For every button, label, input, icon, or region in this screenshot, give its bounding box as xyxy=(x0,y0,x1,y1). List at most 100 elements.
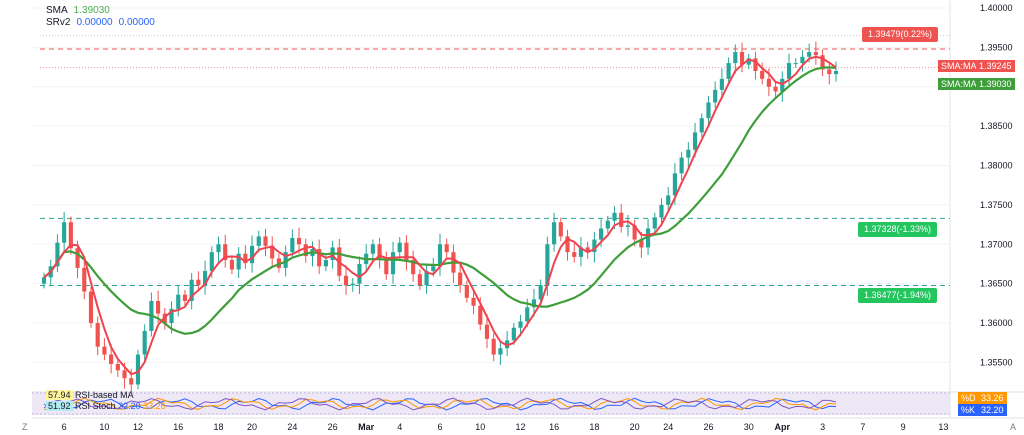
sma-slow-axis-value: 1.39030 xyxy=(976,78,1015,90)
candle-body xyxy=(645,228,651,248)
corner-left-mark[interactable]: Z xyxy=(22,422,28,432)
candle-body xyxy=(270,245,275,259)
y-tick-label: 1.37500 xyxy=(980,200,1013,210)
candle-body xyxy=(444,244,449,253)
candle-body xyxy=(491,338,496,355)
candle-body xyxy=(558,222,563,237)
candle-body xyxy=(62,222,67,243)
indicator-line xyxy=(43,397,837,411)
candle-body xyxy=(833,70,839,75)
candle-body xyxy=(75,248,80,268)
candle-body xyxy=(572,252,577,257)
candle-body xyxy=(713,89,718,103)
candle-body xyxy=(317,248,322,267)
candle-body xyxy=(760,70,765,79)
candle-body xyxy=(223,244,228,261)
candle-body xyxy=(156,300,161,314)
rsi-ma-label: RSI-based MA xyxy=(75,390,134,400)
candle-body xyxy=(827,69,832,75)
candle-body xyxy=(733,52,738,64)
candle-body xyxy=(800,56,805,64)
candle-body xyxy=(813,52,818,56)
candle-body xyxy=(458,272,463,286)
candle-body xyxy=(236,253,241,270)
x-tick-label: 10 xyxy=(99,422,109,432)
corner-right-mark[interactable]: A xyxy=(1010,422,1017,432)
candle-body xyxy=(592,239,597,253)
candle-body xyxy=(538,285,543,300)
candle-body xyxy=(719,78,724,90)
sma-fast-axis-tag: SMA:MA xyxy=(941,61,977,71)
candle-body xyxy=(672,173,677,196)
candle-body xyxy=(216,244,221,253)
candle-body xyxy=(498,348,503,355)
sma-fast-axis-value: 1.39245 xyxy=(976,60,1015,72)
candle-body xyxy=(283,252,288,268)
x-tick-label: 16 xyxy=(549,422,559,432)
candle-body xyxy=(68,222,73,249)
x-tick-label: 18 xyxy=(214,422,224,432)
candle-body xyxy=(95,323,100,347)
level-flag-top[interactable]: 1.39479(0.22%) xyxy=(862,27,939,42)
candle-body xyxy=(102,346,107,355)
candle-body xyxy=(296,237,302,245)
candle-body xyxy=(659,204,664,218)
candle-body xyxy=(437,244,443,267)
candle-body xyxy=(390,252,396,275)
candle-body xyxy=(424,271,429,286)
candle-body xyxy=(196,279,201,286)
candle-body xyxy=(189,279,194,301)
candle-body xyxy=(807,52,812,57)
candle-body xyxy=(115,364,120,371)
candle-body xyxy=(753,58,758,71)
k-label: %K xyxy=(958,404,979,416)
x-tick-label: 16 xyxy=(173,422,183,432)
sma-fast-axis-label: SMA:MA xyxy=(938,60,980,72)
x-tick-label: Apr xyxy=(775,422,791,432)
candle-body xyxy=(699,118,704,133)
x-tick-label: 26 xyxy=(328,422,338,432)
candle-body xyxy=(505,340,510,349)
k-value: 32.20 xyxy=(978,404,1007,416)
y-tick-label: 1.35500 xyxy=(980,357,1013,367)
candle-body xyxy=(766,78,771,87)
candle-body xyxy=(686,149,691,158)
candle-body xyxy=(88,291,94,324)
candle-body xyxy=(773,86,778,92)
candle-body xyxy=(229,260,235,270)
level-flag-low[interactable]: 1.36477(-1.94%) xyxy=(858,288,938,303)
stoch-label: Stoch xyxy=(92,401,116,411)
x-tick-label: 12 xyxy=(516,422,526,432)
candle-body xyxy=(786,63,792,79)
x-axis-ticks: 6 10 12 16 18 20 24 26 Mar 4 6 10 12 16 18 20 24 26 30 Apr 3… xyxy=(62,422,949,432)
candles xyxy=(41,41,839,393)
candle-body xyxy=(464,285,469,298)
candle-body xyxy=(599,228,604,240)
candle-body xyxy=(565,236,570,253)
x-tick-label: 18 xyxy=(589,422,599,432)
candle-body xyxy=(209,252,214,272)
candle-body xyxy=(578,247,584,257)
candle-body xyxy=(545,244,550,286)
level-flag-mid[interactable]: 1.37328(-1.33%) xyxy=(858,222,938,237)
srv2-legend-value-1: 0.00000 xyxy=(76,17,113,28)
candle-body xyxy=(531,299,537,308)
x-tick-label: 10 xyxy=(475,422,485,432)
stoch-k-value: 32.20 xyxy=(118,401,141,411)
x-tick-label: Mar xyxy=(358,422,375,432)
candle-body xyxy=(290,237,295,253)
srv2-legend-label: SRv2 xyxy=(46,17,71,28)
candle-body xyxy=(263,236,268,246)
candle-body xyxy=(357,263,362,284)
candle-body xyxy=(746,58,751,65)
candle-body xyxy=(471,297,476,306)
candle-body xyxy=(343,275,349,286)
candle-body xyxy=(350,283,355,286)
y-tick-label: 1.38500 xyxy=(980,121,1013,131)
candle-body xyxy=(249,245,255,264)
candle-body xyxy=(55,242,60,267)
candle-body xyxy=(109,354,114,365)
sma-slow-line xyxy=(43,66,837,335)
candle-body xyxy=(142,330,147,355)
indicator-line xyxy=(43,397,837,411)
